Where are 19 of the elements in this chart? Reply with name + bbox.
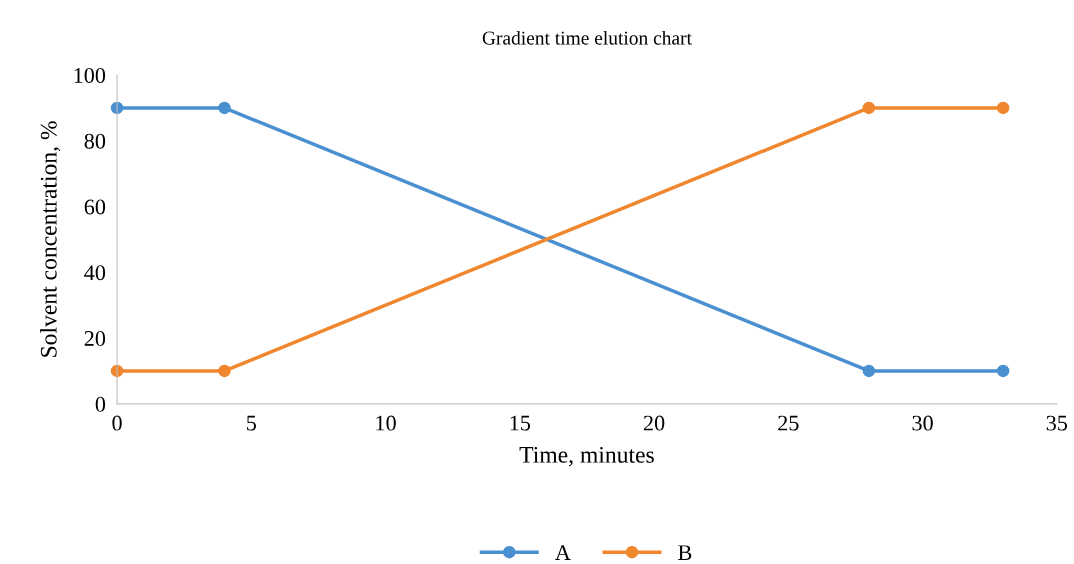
y-tick-label: 0	[95, 396, 106, 412]
x-tick-label: 15	[510, 415, 531, 431]
y-tick-label: 80	[84, 133, 106, 149]
y-tick-label: 20	[84, 330, 106, 346]
y-tick-label: 40	[84, 265, 106, 281]
y-tick-label: 60	[84, 199, 106, 215]
y-tick-label: 100	[74, 67, 106, 83]
legend-label: B	[678, 545, 692, 560]
x-tick-label: 0	[112, 415, 122, 431]
x-axis-title: Time, minutes	[519, 446, 654, 467]
x-tick-label: 30	[912, 415, 933, 431]
x-tick-label: 20	[643, 415, 665, 431]
legend-label: A	[555, 545, 571, 560]
x-tick-label: 35	[1046, 415, 1068, 431]
x-tick-label: 10	[376, 415, 396, 431]
x-tick-label: 25	[778, 415, 799, 431]
y-axis-title: Solvent concentration, %	[40, 121, 61, 357]
chart-title: Gradient time elution chart	[482, 30, 692, 45]
x-tick-label: 5	[247, 415, 256, 431]
